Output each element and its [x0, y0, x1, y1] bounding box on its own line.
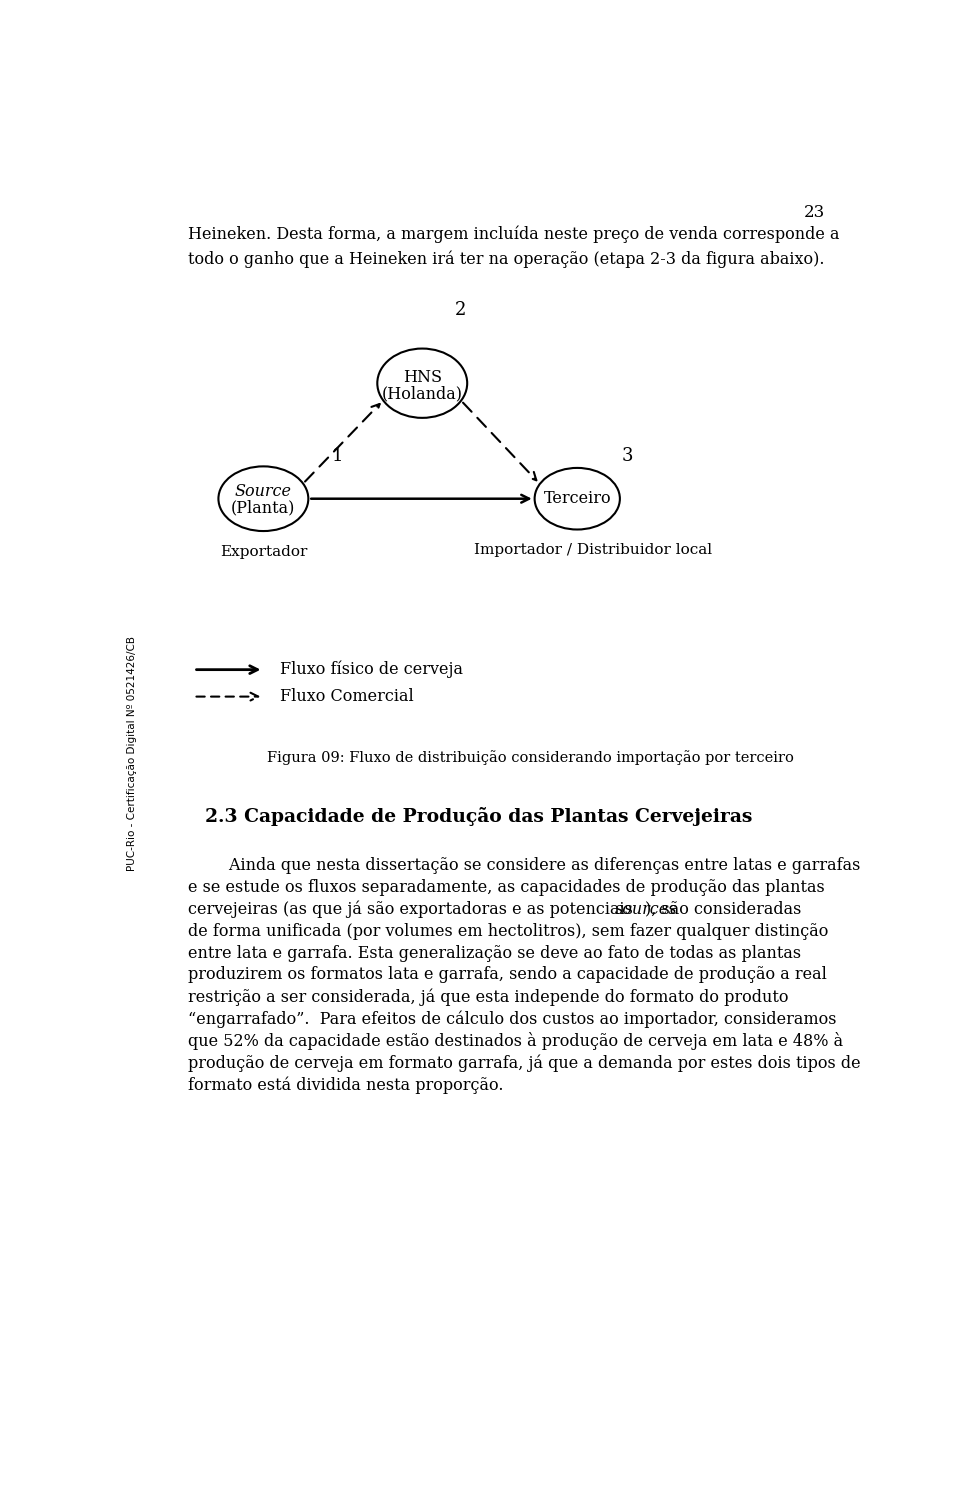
Text: sources: sources — [614, 900, 677, 918]
Text: PUC-Rio - Certificação Digital Nº 0521426/CB: PUC-Rio - Certificação Digital Nº 052142… — [128, 636, 137, 870]
Text: entre lata e garrafa. Esta generalização se deve ao fato de todas as plantas: entre lata e garrafa. Esta generalização… — [188, 945, 802, 961]
Text: Importador / Distribuidor local: Importador / Distribuidor local — [473, 543, 711, 557]
Text: e se estude os fluxos separadamente, as capacidades de produção das plantas: e se estude os fluxos separadamente, as … — [188, 879, 825, 896]
Text: 3: 3 — [622, 448, 634, 466]
Text: 1: 1 — [331, 448, 343, 466]
Text: (Holanda): (Holanda) — [382, 385, 463, 403]
Text: formato está dividida nesta proporção.: formato está dividida nesta proporção. — [188, 1076, 504, 1094]
Ellipse shape — [377, 348, 468, 418]
Text: Fluxo Comercial: Fluxo Comercial — [280, 688, 414, 705]
Ellipse shape — [219, 466, 308, 532]
Text: Source: Source — [235, 484, 292, 500]
Text: que 52% da capacidade estão destinados à produção de cerveja em lata e 48% à: que 52% da capacidade estão destinados à… — [188, 1032, 843, 1050]
Text: todo o ganho que a Heineken irá ter na operação (etapa 2-3 da figura abaixo).: todo o ganho que a Heineken irá ter na o… — [188, 251, 825, 269]
Text: ), são consideradas: ), são consideradas — [645, 900, 802, 918]
Text: produzirem os formatos lata e garrafa, sendo a capacidade de produção a real: produzirem os formatos lata e garrafa, s… — [188, 966, 828, 984]
Text: Figura 09: Fluxo de distribuição considerando importação por terceiro: Figura 09: Fluxo de distribuição conside… — [267, 751, 794, 766]
Text: produção de cerveja em formato garrafa, já que a demanda por estes dois tipos de: produção de cerveja em formato garrafa, … — [188, 1054, 861, 1072]
Text: Fluxo físico de cerveja: Fluxo físico de cerveja — [280, 661, 464, 678]
Text: 23: 23 — [804, 205, 826, 221]
Text: cervejeiras (as que já são exportadoras e as potenciais: cervejeiras (as que já são exportadoras … — [188, 900, 638, 918]
Text: Terceiro: Terceiro — [543, 490, 612, 508]
Ellipse shape — [535, 467, 620, 530]
Text: Exportador: Exportador — [220, 545, 307, 558]
Text: (Planta): (Planta) — [231, 500, 296, 517]
Text: restrição a ser considerada, já que esta independe do formato do produto: restrição a ser considerada, já que esta… — [188, 988, 789, 1006]
Text: 2: 2 — [455, 302, 467, 320]
Text: 2.3 Capacidade de Produção das Plantas Cervejeiras: 2.3 Capacidade de Produção das Plantas C… — [205, 806, 753, 826]
Text: Heineken. Desta forma, a margem incluída neste preço de venda corresponde a: Heineken. Desta forma, a margem incluída… — [188, 225, 840, 243]
Text: HNS: HNS — [403, 369, 442, 385]
Text: “engarrafado”.  Para efeitos de cálculo dos custos ao importador, consideramos: “engarrafado”. Para efeitos de cálculo d… — [188, 1011, 837, 1027]
Text: de forma unificada (por volumes em hectolitros), sem fazer qualquer distinção: de forma unificada (por volumes em hecto… — [188, 923, 828, 939]
Text: Ainda que nesta dissertação se considere as diferenças entre latas e garrafas: Ainda que nesta dissertação se considere… — [188, 857, 860, 873]
